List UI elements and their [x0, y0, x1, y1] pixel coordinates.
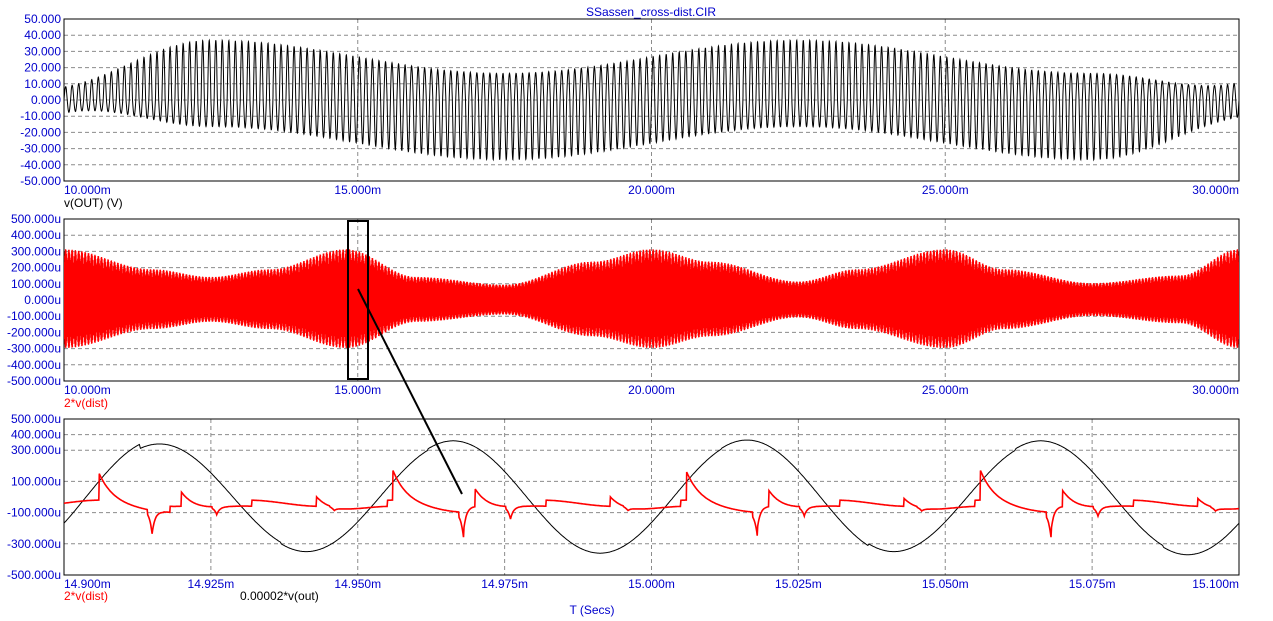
y-tick-label: 400.000u — [11, 228, 61, 242]
window-title: SSassen_cross-dist.CIR — [586, 5, 716, 19]
series-vout — [64, 38, 1239, 162]
legend-vout: v(OUT) (V) — [64, 196, 123, 210]
y-tick-label: -500.000u — [7, 568, 61, 582]
zoom-connector — [357, 288, 463, 495]
y-tick-label: 0.000u — [24, 293, 61, 307]
x-tick-label: 15.025m — [775, 577, 822, 591]
y-tick-label: -100.000u — [7, 506, 61, 520]
y-tick-label: -100.000u — [7, 309, 61, 323]
x-tick-label: 20.000m — [628, 383, 675, 397]
x-tick-label: 14.925m — [188, 577, 235, 591]
y-tick-label: -50.000 — [20, 174, 61, 188]
y-tick-label: -500.000u — [7, 374, 61, 388]
panel-vout: 50.000 40.000 30.000 20.000 10.000 0.000 -10.0… — [20, 12, 1240, 197]
zoom-indicator — [347, 220, 463, 495]
plot-frame — [63, 418, 1240, 576]
x-tick-label: 30.000m — [1192, 183, 1239, 197]
y-tick-label: 200.000u — [11, 261, 61, 275]
y-tick-label: -300.000u — [7, 537, 61, 551]
x-tick-label: 30.000m — [1192, 383, 1239, 397]
y-tick-label: -40.000 — [20, 158, 61, 172]
y-tick-label: 0.000 — [31, 93, 61, 107]
y-tick-label: 50.000 — [24, 12, 61, 26]
y-tick-label: 10.000 — [24, 77, 61, 91]
x-tick-label: 15.000m — [334, 383, 381, 397]
x-tick-label: 20.000m — [628, 183, 675, 197]
y-tick-label: -10.000 — [20, 109, 61, 123]
y-tick-label: 100.000u — [11, 474, 61, 488]
y-tick-label: 30.000 — [24, 44, 61, 58]
legend-vout-zoom: 0.00002*v(out) — [240, 589, 319, 603]
series-dist — [64, 249, 1239, 349]
y-tick-label: 500.000u — [11, 212, 61, 226]
x-tick-label: 15.000m — [334, 183, 381, 197]
y-tick-label: 20.000 — [24, 61, 61, 75]
y-tick-label: 300.000u — [11, 443, 61, 457]
zoom-box — [347, 220, 369, 380]
y-tick-label: -200.000u — [7, 325, 61, 339]
y-tick-label: 100.000u — [11, 277, 61, 291]
panel-dist: 500.000u 400.000u 300.000u 200.000u 100.000u… — [7, 212, 1240, 397]
y-tick-label: -300.000u — [7, 342, 61, 356]
series-dist-zoom — [64, 470, 1239, 538]
x-tick-label: 14.900m — [64, 577, 111, 591]
y-tick-label: 40.000 — [24, 28, 61, 42]
x-tick-label: 15.100m — [1192, 577, 1239, 591]
x-tick-label: 15.000m — [628, 577, 675, 591]
y-tick-label: 400.000u — [11, 428, 61, 442]
x-tick-label: 15.075m — [1069, 577, 1116, 591]
x-tick-label: 14.950m — [334, 577, 381, 591]
y-tick-label: 500.000u — [11, 412, 61, 426]
y-tick-label: -30.000 — [20, 142, 61, 156]
x-tick-label: 15.050m — [922, 577, 969, 591]
x-tick-label: 25.000m — [922, 183, 969, 197]
legend-dist: 2*v(dist) — [64, 396, 108, 410]
x-tick-label: 25.000m — [922, 383, 969, 397]
legend-dist-zoom: 2*v(dist) — [64, 589, 108, 603]
x-axis-label: T (Secs) — [569, 603, 614, 617]
x-tick-label: 10.000m — [64, 183, 111, 197]
y-tick-label: 300.000u — [11, 244, 61, 258]
y-tick-label: -20.000 — [20, 125, 61, 139]
x-tick-label: 14.975m — [481, 577, 528, 591]
series-vout-zoom — [64, 439, 1239, 556]
x-tick-label: 10.000m — [64, 383, 111, 397]
y-tick-label: -400.000u — [7, 358, 61, 372]
